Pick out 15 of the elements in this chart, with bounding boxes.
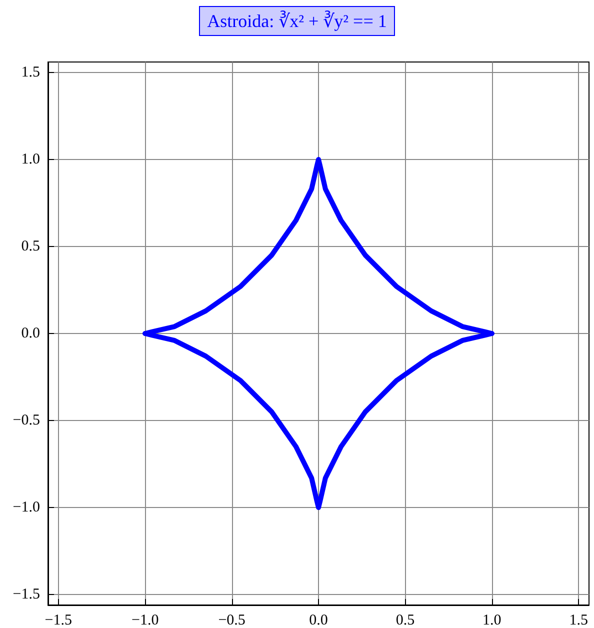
x-tick-label: 0.5 <box>396 612 415 628</box>
y-tick-label: 1.5 <box>21 64 40 80</box>
y-tick-label: 0.0 <box>21 326 40 342</box>
x-tick-label: 1.5 <box>569 612 588 628</box>
x-tick-label: −0.5 <box>218 612 246 628</box>
x-tick-label: −1.5 <box>44 612 72 628</box>
x-tick-label: 0.0 <box>309 612 328 628</box>
y-tick-label: −1.0 <box>12 500 40 516</box>
x-tick-label: −1.0 <box>131 612 159 628</box>
y-tick-label: 0.5 <box>21 238 40 254</box>
y-tick-label: −0.5 <box>12 412 40 429</box>
x-tick-label: 1.0 <box>482 612 502 628</box>
y-tick-label: −1.5 <box>12 586 40 603</box>
chart-title: Astroida: ∛x² + ∛y² == 1 <box>207 11 387 31</box>
y-tick-label: 1.0 <box>21 151 40 168</box>
